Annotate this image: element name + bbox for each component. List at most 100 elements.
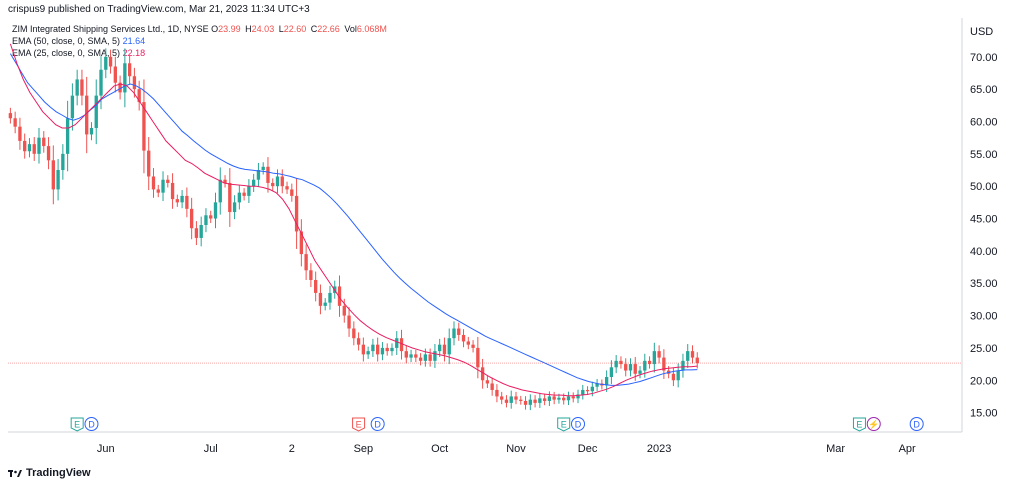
candle-body (318, 292, 323, 306)
event-marker-label: E (74, 420, 80, 430)
dividend-marker (571, 417, 586, 431)
y-tick-label: 50.00 (970, 181, 998, 193)
candle-body (228, 182, 232, 213)
ema50-value: 21.64 (122, 36, 146, 46)
y-tick-label: 65.00 (970, 84, 998, 96)
candle-body (519, 399, 523, 401)
candle-body (380, 347, 385, 355)
candle-body (643, 360, 647, 371)
candle-body (237, 192, 242, 203)
candle-body (428, 354, 432, 361)
candle-body (585, 389, 590, 392)
x-tick-label: Mar (826, 443, 845, 455)
candle-body (127, 63, 132, 77)
ema25-value: 22.18 (122, 48, 146, 58)
candle-body (232, 202, 237, 213)
candle-body (85, 95, 89, 135)
candle-body (323, 302, 327, 306)
event-marker-label: ⚡ (868, 419, 879, 431)
candle-body (576, 394, 580, 399)
candle-body (538, 398, 542, 403)
candle-body (404, 351, 408, 358)
candle-body (304, 254, 308, 271)
candle-body (23, 140, 27, 152)
candle-body (557, 397, 561, 400)
ema50-line (9, 53, 698, 386)
publish-header: crispus9 published on TradingView.com, M… (8, 4, 310, 15)
candle-body (690, 351, 695, 358)
candle-body (37, 137, 41, 154)
candle-body (13, 118, 17, 127)
candle-body (104, 56, 108, 70)
candle-body (371, 344, 375, 352)
candle-body (194, 228, 199, 238)
candle-body (457, 328, 461, 335)
x-tick-label: Nov (506, 443, 526, 455)
candle-body (166, 179, 170, 183)
candle-body (46, 146, 51, 161)
x-tick-label: Oct (431, 443, 448, 455)
candle-body (500, 396, 504, 400)
candle-body (385, 347, 389, 352)
symbol-title: ZIM Integrated Shipping Services Ltd., 1… (12, 24, 209, 34)
candle-body (299, 231, 304, 255)
y-tick-label: 15.00 (970, 408, 998, 420)
candle-body (686, 351, 690, 361)
candle-body (633, 364, 637, 374)
candle-body (681, 360, 685, 371)
candle-body (170, 182, 175, 200)
candle-body (27, 144, 32, 152)
y-tick-label: 20.00 (970, 375, 998, 387)
candle-body (504, 399, 509, 403)
x-tick-label: Jun (97, 443, 115, 455)
candle-body (409, 354, 413, 358)
ema25-legend: EMA (25, close, 0, SMA, 5) 22.18 (12, 48, 146, 58)
candle-body (180, 195, 184, 203)
candle-body (671, 373, 676, 381)
candle-body (80, 79, 84, 96)
candle-body (390, 347, 394, 352)
x-tick-label: Jul (204, 443, 218, 455)
candle-body (566, 396, 571, 401)
candle-body (32, 144, 36, 154)
candle-body (218, 179, 222, 203)
candle-body (328, 292, 332, 303)
candle-body (137, 89, 141, 103)
candle-body (42, 137, 46, 147)
candle-body (94, 95, 98, 128)
volume-value: 6.068M (356, 24, 387, 34)
earnings-marker (352, 417, 366, 432)
candle-body (485, 380, 490, 384)
candle-body (61, 153, 65, 171)
candle-body (490, 383, 494, 390)
candle-body (647, 360, 652, 365)
candle-body (108, 56, 113, 67)
candle-body (347, 315, 351, 329)
event-marker-label: E (356, 420, 362, 430)
candle-body (261, 166, 265, 171)
candle-body (99, 69, 103, 96)
candle-body (356, 338, 361, 345)
candle-body (528, 399, 532, 405)
footer: TradingView (8, 467, 91, 479)
candle-body (123, 63, 127, 93)
y-tick-label: 35.00 (970, 278, 998, 290)
earnings-marker (70, 417, 84, 432)
candle-body (337, 286, 342, 306)
candle-body (132, 76, 137, 90)
event-marker-label: D (575, 420, 582, 430)
candle-body (75, 79, 79, 96)
candle-body (562, 397, 566, 401)
candle-body (395, 338, 399, 348)
candle-body (604, 377, 609, 386)
candle-body (471, 344, 475, 348)
candle-body (433, 351, 437, 361)
candle-body (56, 170, 60, 190)
candle-body (476, 347, 480, 368)
open-value: 23.99 (218, 24, 241, 34)
x-tick-label: 2023 (647, 443, 671, 455)
candle-body (581, 389, 585, 395)
event-marker-label: D (374, 420, 381, 430)
y-tick-label: 55.00 (970, 149, 998, 161)
